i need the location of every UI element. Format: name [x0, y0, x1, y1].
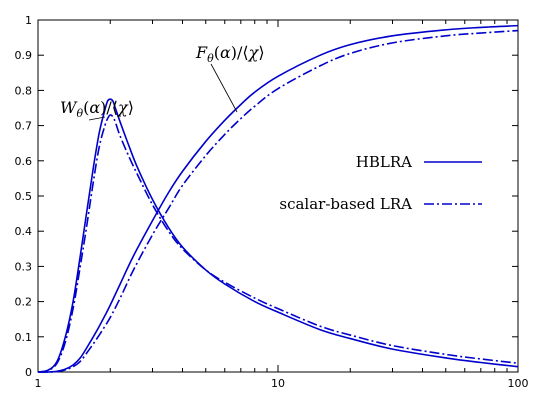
y-tick-label: 1: [25, 14, 32, 27]
y-tick-label: 0.5: [15, 190, 33, 203]
series-hblra-f-line: [37, 24, 519, 373]
y-tick-label: 0.8: [15, 84, 33, 97]
data-curves: [37, 24, 519, 373]
axis-tick-labels: 0 0.1 0.2 0.3 0.4 0.5 0.6 0.7 0.8 0.9 1 1 10 100: [15, 14, 529, 390]
legend: HBLRA scalar-based LRA: [279, 153, 482, 213]
y-tick-label: 0.1: [15, 331, 33, 344]
series-hblra-w-line: [37, 98, 519, 373]
axis-ticks: [37, 19, 519, 373]
y-tick-label: 0.7: [15, 120, 33, 133]
annotation-w: Wθ(α)/⟨χ⟩: [60, 98, 134, 121]
y-tick-label: 0.2: [15, 296, 33, 309]
y-tick-label: 0: [25, 366, 32, 379]
y-tick-label: 0.6: [15, 155, 33, 168]
y-tick-label: 0.9: [15, 49, 33, 62]
x-tick-label: 100: [508, 377, 529, 390]
annotation-f-label: Fθ(α)/⟨χ⟩: [195, 43, 265, 65]
y-tick-label: 0.4: [15, 225, 33, 238]
series-scalar-lra-f-line: [37, 29, 519, 373]
annotation-f: Fθ(α)/⟨χ⟩: [195, 43, 265, 113]
y-tick-label: 0.3: [15, 260, 33, 273]
annotation-w-pointer: [88, 116, 106, 121]
x-tick-label: 10: [271, 377, 285, 390]
annotation-f-pointer: [210, 63, 238, 113]
annotation-w-label: Wθ(α)/⟨χ⟩: [60, 98, 134, 120]
series-scalar-lra-w-line: [37, 114, 519, 373]
x-tick-label: 1: [35, 377, 42, 390]
legend-label-scalar-lra: scalar-based LRA: [279, 195, 412, 213]
legend-label-hblra: HBLRA: [356, 153, 412, 171]
